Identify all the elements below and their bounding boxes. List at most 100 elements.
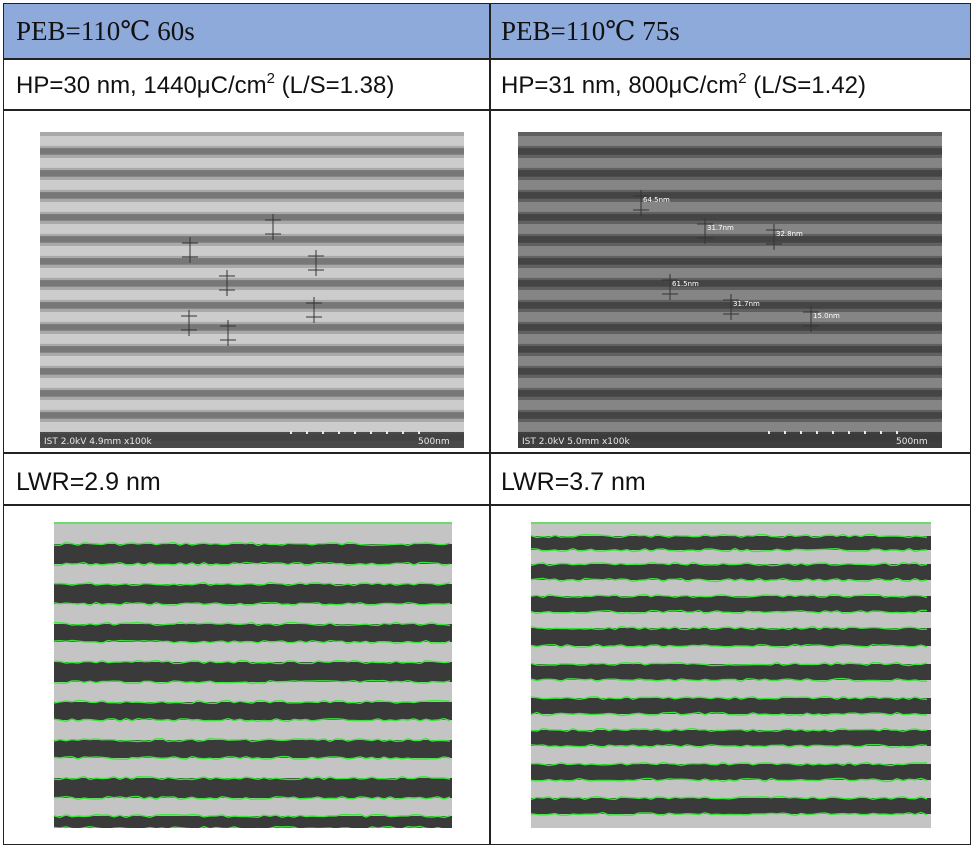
edge-contour [531,561,928,567]
dark-line [531,564,931,580]
sem-image-60s: IST 2.0kV 4.9mm x100k 500nm [40,132,464,448]
resist-line [518,356,942,366]
resist-line [40,180,464,190]
edge-contour [531,777,928,783]
space-line [40,324,464,331]
resist-line [518,268,942,278]
measurement-label: 31.7nm [733,300,760,308]
space-line [40,412,464,419]
resist-line [518,422,942,432]
edge-contour [531,711,928,717]
space-line [518,302,942,309]
scale-bar-tick [864,431,866,434]
measurement-label: 61.5nm [672,280,699,288]
resist-line [40,312,464,322]
resist-line [40,422,464,432]
resist-line [518,202,942,212]
resist-line [40,356,464,366]
scale-bar-tick [800,431,802,434]
sem-info-bar [40,432,464,448]
scale-bar-label: 500nm [896,437,928,447]
sem-info-bar [518,432,942,448]
space-line [518,390,942,397]
resist-line [40,202,464,212]
scale-bar-tick [290,431,292,434]
resist-line [518,312,942,322]
resist-line [40,158,464,168]
space-line [40,148,464,155]
space-line [518,192,942,199]
scale-bar-tick [386,431,388,434]
edge-contour [54,541,451,547]
resist-line [518,246,942,256]
measurement-label: 32.8nm [776,230,803,238]
superscript: 2 [738,70,747,87]
measurement-label: 64.5nm [643,196,670,204]
resist-line [40,268,464,278]
edge-image-75s-svg [531,522,931,828]
resist-line [40,378,464,388]
sem-info-text: IST 2.0kV 5.0mm x100k [522,437,630,447]
scale-bar-tick [418,431,420,434]
resist-line [40,400,464,410]
figure-table: PEB=110℃ 60s HP=30 nm, 1440μC/cm2 (L/S=1… [3,3,971,845]
dark-line [531,764,931,780]
space-line [40,368,464,375]
edge-contour [54,621,451,627]
resist-line [518,378,942,388]
edge-contour [54,699,451,705]
space-line [40,280,464,287]
edge-contour [54,755,451,761]
edge-contour [54,813,451,819]
resist-line [40,136,464,146]
space-line [40,258,464,265]
space-line [40,170,464,177]
scale-bar-tick [880,431,882,434]
space-line [518,236,942,243]
row-divider [4,504,970,506]
row-divider [4,452,970,454]
scale-bar-tick [338,431,340,434]
space-line [518,280,942,287]
conditions-60s: HP=30 nm, 1440μC/cm2 (L/S=1.38) [16,71,394,100]
resist-line [40,290,464,300]
resist-line [518,400,942,410]
space-line [40,302,464,309]
measurement-label: 15.0nm [813,312,840,320]
dark-line [531,664,931,680]
space-line [518,412,942,419]
edge-contour [54,737,451,743]
conditions-ratio: (L/S=1.42) [746,72,867,99]
scale-bar-tick [816,431,818,434]
space-line [518,346,942,353]
conditions-hp: HP=31 nm, 800μC/cm [501,72,739,99]
space-line [40,346,464,353]
scale-bar-tick [354,431,356,434]
lwr-value-60s: LWR=2.9 nm [16,468,161,496]
conditions-hp: HP=30 nm, 1440μC/cm [16,72,267,99]
sem-image-60s-svg: IST 2.0kV 4.9mm x100k 500nm [40,132,464,448]
scale-bar-label: 500nm [418,437,450,447]
dark-line [54,740,452,758]
resist-line [40,334,464,344]
edge-contour [531,695,928,701]
space-line [518,170,942,177]
edge-contour [531,625,928,631]
dark-line [531,628,931,646]
edge-contour [54,561,451,567]
edge-contour [54,717,451,723]
scale-bar-tick [370,431,372,434]
resist-line [518,180,942,190]
edge-contour [531,677,928,683]
edge-image-60s-svg [54,522,452,828]
resist-line [518,334,942,344]
edge-contour [531,743,928,749]
resist-line [518,136,942,146]
dark-line [54,662,452,682]
edge-contour [54,639,451,645]
sem-image-75s: IST 2.0kV 5.0mm x100k 500nm 64.5nm 31.7nm 32… [518,132,942,448]
scale-bar-tick [322,431,324,434]
edge-contour [531,593,928,599]
column-header-60s: PEB=110℃ 60s [16,16,195,46]
edge-contour [531,727,928,733]
